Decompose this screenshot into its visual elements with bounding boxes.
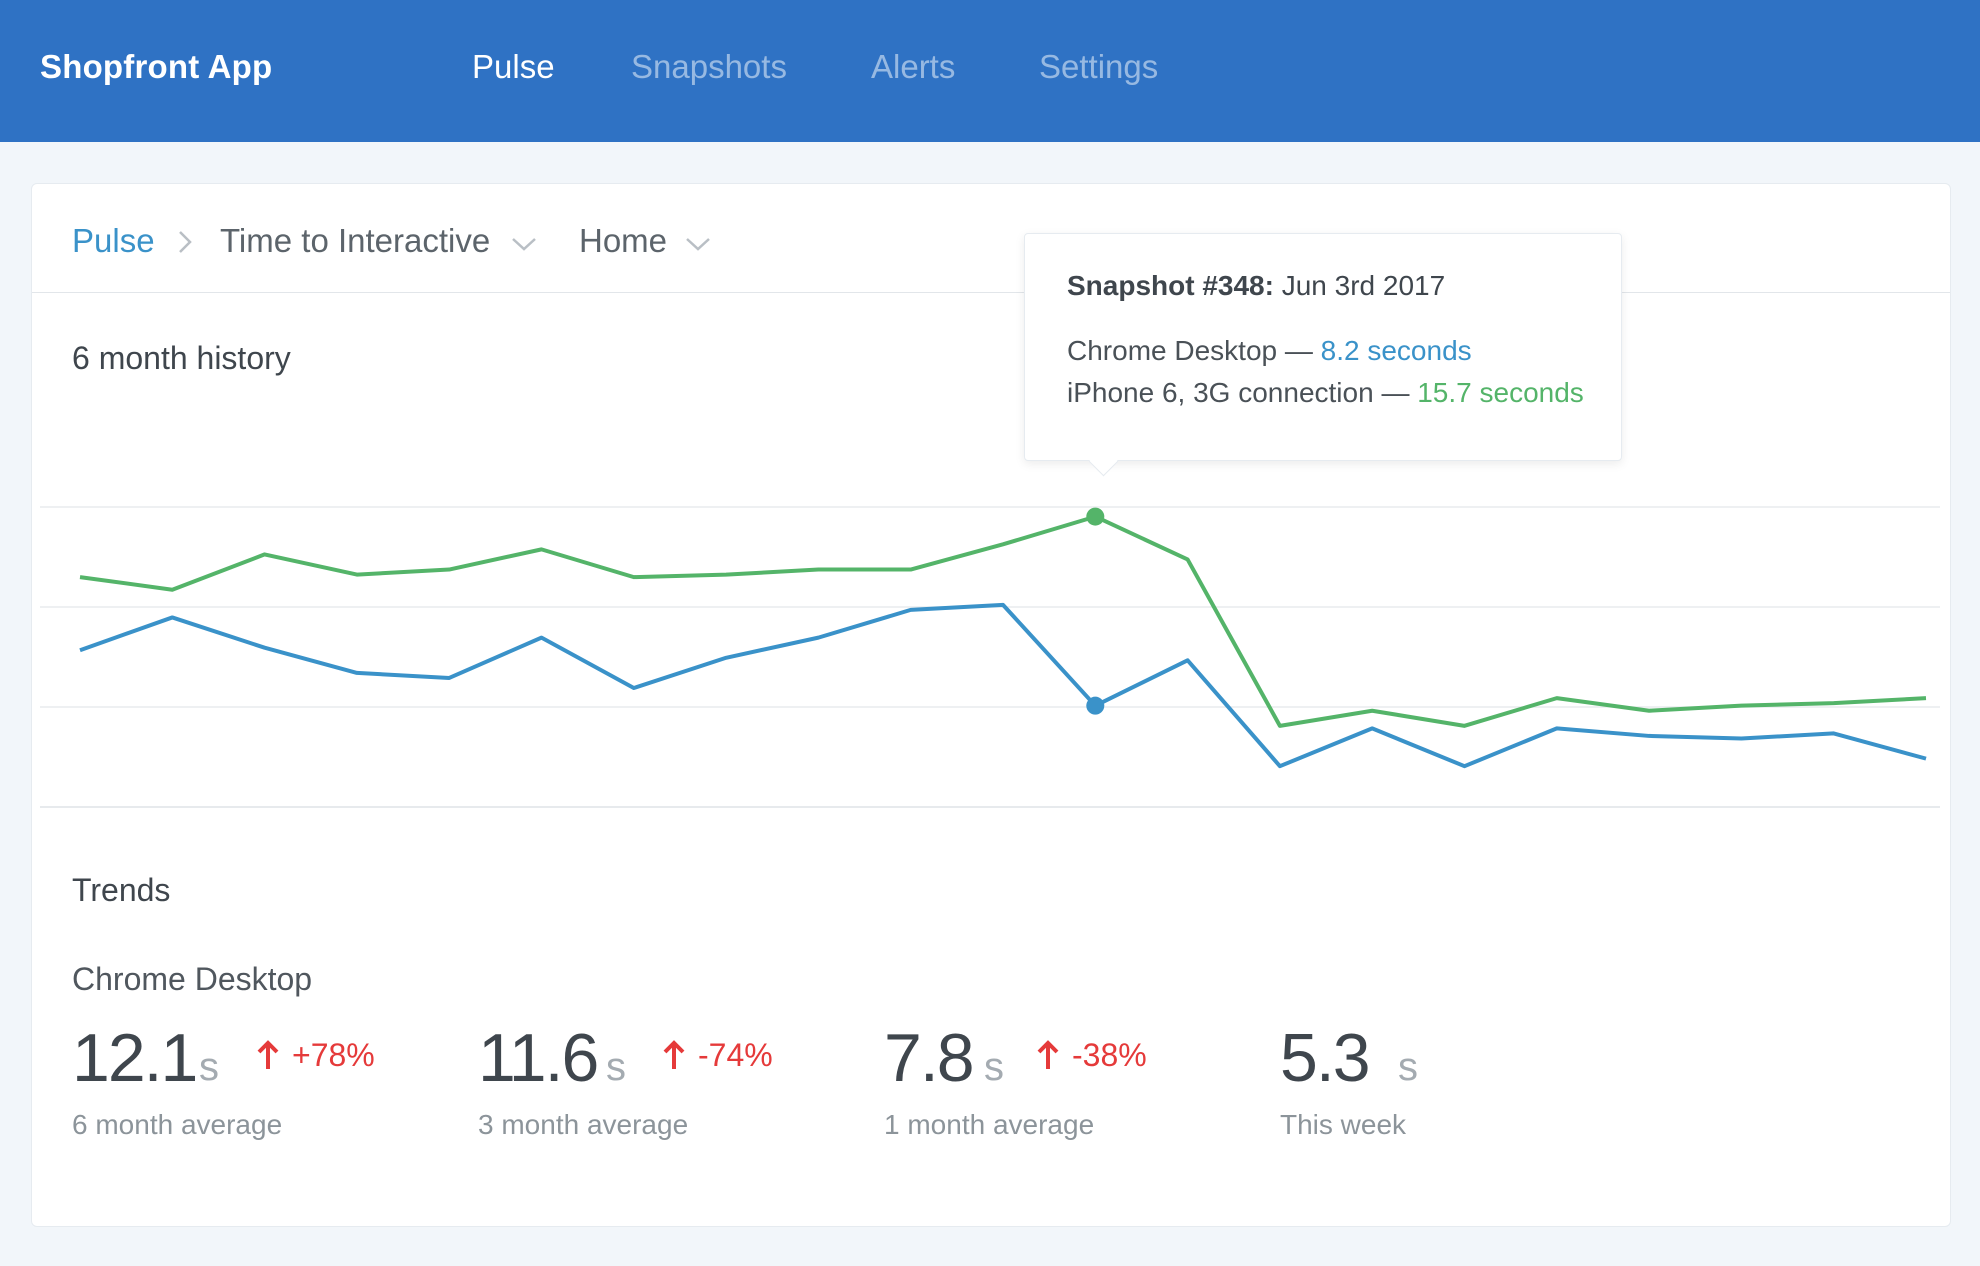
history-chart[interactable] — [40, 484, 1940, 829]
metric-label: 6 month average — [72, 1109, 283, 1140]
tooltip-pointer — [1088, 446, 1119, 477]
arrow-up-icon — [663, 1040, 685, 1069]
metric-change-value: -38% — [1072, 1037, 1147, 1073]
tooltip-date: Jun 3rd 2017 — [1281, 270, 1446, 301]
metric-unit: s — [1398, 1045, 1418, 1089]
nav-tab-pulse[interactable]: Pulse — [472, 48, 555, 85]
chevron-down-icon[interactable] — [511, 236, 537, 252]
chevron-right-icon — [179, 231, 192, 253]
metric-label: This week — [1280, 1109, 1407, 1140]
metric-label: 3 month average — [478, 1109, 689, 1140]
metric-change-value: -74% — [698, 1037, 773, 1073]
tooltip-row-chrome: Chrome Desktop — 8.2 seconds — [1067, 335, 1472, 367]
metric-dropdown-label: Time to Interactive — [220, 222, 491, 259]
pulse-card: Pulse Time to Interactive Home 6 month h… — [31, 183, 1951, 1227]
metric-dropdown[interactable]: Time to Interactive — [220, 222, 490, 260]
highlight-point-iphone-3g — [1086, 507, 1105, 526]
metric-change-value: +78% — [292, 1037, 375, 1073]
arrow-up-icon — [257, 1040, 279, 1069]
tooltip-snapshot-id: Snapshot #348: — [1067, 270, 1274, 301]
history-heading: 6 month history — [72, 340, 291, 376]
nav-tab-settings[interactable]: Settings — [1039, 48, 1159, 85]
top-navigation-bar: Shopfront App Pulse Snapshots Alerts Set… — [0, 0, 1980, 142]
tooltip-device: iPhone 6, 3G connection — — [1067, 377, 1410, 408]
page-dropdown-label: Home — [579, 222, 668, 259]
trends-device-label: Chrome Desktop — [72, 961, 313, 997]
metric-unit: s — [199, 1045, 219, 1089]
metric-value: 12.1 — [72, 1020, 198, 1096]
arrow-up-icon — [1037, 1040, 1059, 1069]
app-brand[interactable]: Shopfront App — [40, 48, 273, 85]
tooltip-row-iphone: iPhone 6, 3G connection — 15.7 seconds — [1067, 377, 1584, 409]
metric-value: 7.8 — [884, 1020, 975, 1096]
tooltip-value: 15.7 seconds — [1417, 377, 1584, 408]
tooltip-value: 8.2 seconds — [1320, 335, 1472, 366]
snapshot-tooltip: Snapshot #348: Jun 3rd 2017 Chrome Deskt… — [1024, 233, 1622, 477]
page-dropdown[interactable]: Home — [579, 222, 667, 260]
metric-unit: s — [984, 1045, 1004, 1089]
chevron-down-icon[interactable] — [685, 236, 711, 252]
nav-tab-snapshots[interactable]: Snapshots — [631, 48, 787, 85]
history-chart-svg — [40, 506, 1940, 808]
breadcrumb-pulse-link[interactable]: Pulse — [72, 222, 155, 259]
series-line-chrome-desktop — [79, 602, 1927, 769]
highlight-point-chrome-desktop — [1086, 696, 1105, 715]
tooltip-device: Chrome Desktop — — [1067, 335, 1313, 366]
metric-unit: s — [606, 1045, 626, 1089]
tooltip-title: Snapshot #348: Jun 3rd 2017 — [1067, 270, 1445, 302]
series-line-iphone-3g — [79, 514, 1927, 728]
metric-value: 11.6 — [478, 1020, 599, 1096]
metric-value: 5.3 — [1280, 1020, 1371, 1096]
trends-heading: Trends — [72, 872, 171, 908]
metric-label: 1 month average — [884, 1109, 1095, 1140]
breadcrumb: Pulse Time to Interactive Home — [32, 184, 1950, 293]
nav-tab-alerts[interactable]: Alerts — [871, 48, 956, 85]
